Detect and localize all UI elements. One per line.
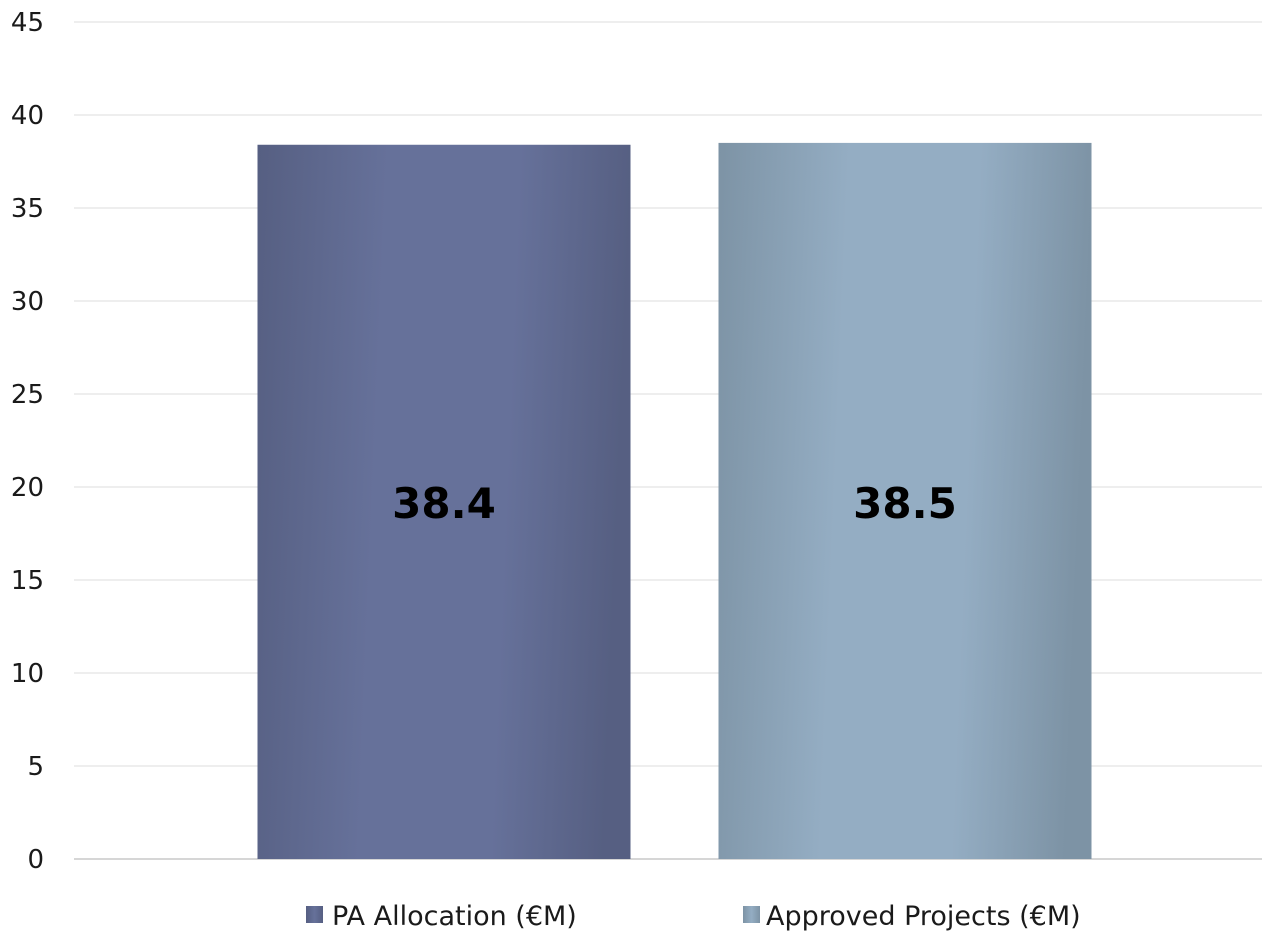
y-tick-label: 25 [11, 380, 44, 410]
y-tick-label: 40 [11, 101, 44, 131]
y-tick-label: 30 [11, 287, 44, 317]
bars [257, 142, 1092, 859]
y-tick-label: 15 [11, 566, 44, 596]
y-tick-label: 45 [11, 8, 44, 38]
y-tick-label: 35 [11, 194, 44, 224]
y-tick-label: 10 [11, 659, 44, 689]
y-axis-ticks: 0 5 10 15 20 25 30 35 40 45 [11, 8, 44, 875]
legend-swatch [306, 906, 323, 923]
y-tick-label: 5 [27, 752, 44, 782]
data-labels: 38.4 38.5 [392, 479, 957, 528]
bar [257, 144, 631, 859]
bar [718, 142, 1092, 859]
legend: PA Allocation (€M) Approved Projects (€M) [306, 901, 1081, 932]
y-tick-label: 0 [27, 845, 44, 875]
legend-label: Approved Projects (€M) [766, 901, 1081, 932]
legend-label: PA Allocation (€M) [332, 901, 577, 932]
bar-value-label: 38.4 [392, 479, 496, 528]
bar-value-label: 38.5 [853, 479, 957, 528]
legend-swatch [743, 906, 760, 923]
y-tick-label: 20 [11, 473, 44, 503]
